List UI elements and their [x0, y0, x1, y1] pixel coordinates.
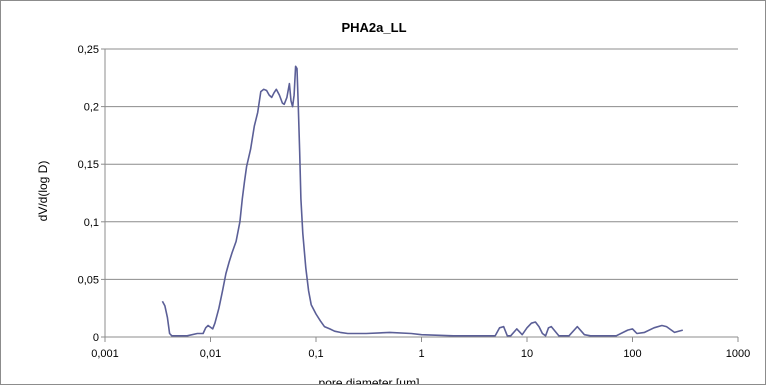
y-tick-labels: 0 0,05 0,1 0,15 0,2 0,25	[78, 44, 99, 344]
data-line	[161, 65, 684, 337]
y-tick-label: 0	[93, 332, 99, 344]
y-tick-label: 0,1	[84, 217, 99, 229]
y-tick-label: 0,05	[78, 274, 99, 286]
axes	[101, 48, 739, 342]
gridlines	[105, 48, 738, 280]
y-tick-label: 0,25	[78, 44, 99, 56]
y-axis-label: dV/d(log D)	[36, 161, 50, 222]
x-tick-label: 1000	[726, 348, 750, 360]
x-tick-label: 10	[521, 348, 533, 360]
x-tick-labels: 0,001 0,01 0,1 1 10 100 1000	[91, 348, 750, 360]
x-tick-label: 0,1	[308, 348, 323, 360]
x-tick-label: 0,001	[91, 348, 119, 360]
y-tick-label: 0,15	[78, 159, 99, 171]
x-tick-label: 100	[623, 348, 641, 360]
x-tick-label: 1	[418, 348, 424, 360]
y-tick-label: 0,2	[84, 102, 99, 114]
chart-title: PHA2a_LL	[341, 20, 406, 35]
x-tick-label: 0,01	[200, 348, 221, 360]
x-axis-label: pore diameter [µm]	[319, 376, 420, 384]
